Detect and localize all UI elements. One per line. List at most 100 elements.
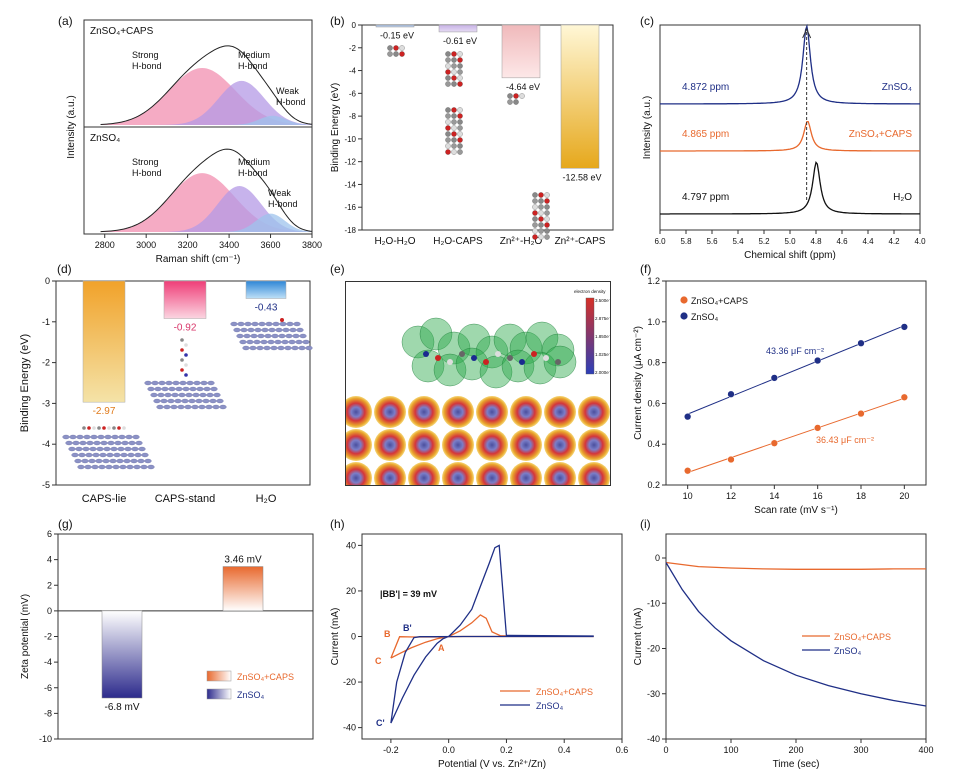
y-tick-label: -40 — [343, 723, 356, 733]
series-name-label: ZnSO₄+CAPS — [849, 129, 913, 140]
capacitance-frame — [665, 280, 927, 486]
data-point — [770, 439, 778, 447]
cv-point-label: B — [384, 629, 391, 639]
density-isosurface-blob — [433, 353, 467, 387]
raman-envelope-1 — [100, 45, 313, 125]
zn-slab-atom — [285, 333, 293, 339]
y-axis-label: Current (mA) — [633, 608, 644, 666]
zn-slab-atom — [254, 327, 262, 333]
molecule-atom — [538, 222, 544, 228]
panel-label-b: (b) — [330, 14, 345, 28]
x-tick-label: 3400 — [219, 240, 239, 250]
raman-peak-2-1 — [100, 173, 312, 232]
bar-value-label: -6.8 mV — [104, 702, 139, 713]
fit-line-2 — [687, 325, 905, 415]
zn-slab-atom — [111, 434, 119, 440]
legend-swatch-2 — [206, 688, 232, 700]
bar-value-label: -2.97 — [93, 406, 116, 417]
x-tick-label: 16 — [813, 491, 823, 501]
zn-slab-atom — [104, 434, 112, 440]
y-tick-label: 0 — [47, 606, 52, 616]
panel-label-h: (h) — [330, 517, 345, 531]
zn-slab-atom — [282, 327, 290, 333]
zn-slab-atom — [156, 404, 164, 410]
molecule-atom — [538, 228, 544, 234]
zn-surface-atom — [408, 396, 440, 428]
data-point — [727, 390, 735, 398]
zn-slab-atom — [175, 386, 183, 392]
panel-label-c: (c) — [640, 14, 654, 28]
zn-slab-atom — [138, 446, 146, 452]
cv-point-label: A — [438, 643, 445, 653]
molecule-atom — [532, 234, 538, 240]
y-tick-label: -8 — [349, 112, 357, 121]
zn-slab-atom — [65, 440, 73, 446]
fit-line-1 — [687, 397, 905, 473]
colorbar-tick-label: 3.500e⁻³ — [595, 298, 610, 303]
molecule-atom — [180, 338, 184, 342]
molecule-atom — [82, 426, 86, 430]
y-tick-label: 0 — [655, 553, 660, 563]
colorbar-tick-label: 1.025e⁻³ — [595, 352, 610, 357]
legend-marker-2 — [680, 312, 688, 320]
molecule-atom — [445, 137, 451, 143]
zn-slab-atom — [257, 333, 265, 339]
molecule-atom — [457, 57, 463, 63]
raman-annotation: H-bond — [238, 61, 268, 71]
x-tick-label: 5.2 — [758, 237, 770, 246]
zn-slab-atom — [118, 434, 126, 440]
zn-surface-atom — [510, 462, 542, 485]
x-tick-label: 0.6 — [616, 745, 629, 755]
molecule-atom — [544, 234, 550, 240]
y-tick-label: 0.8 — [647, 358, 660, 368]
zn-slab-atom — [207, 380, 215, 386]
zn-slab-atom — [265, 321, 273, 327]
zn-surface-atom — [476, 396, 508, 428]
molecule-atom — [457, 75, 463, 81]
panel-label-e: (e) — [330, 262, 345, 276]
zn-slab-atom — [92, 452, 100, 458]
y-tick-label: -20 — [343, 677, 356, 687]
y-axis-label: Binding Energy (eV) — [330, 83, 341, 173]
molecule-atom — [399, 51, 405, 57]
molecule-atom — [483, 359, 489, 365]
zn-slab-atom — [178, 392, 186, 398]
zn-slab-atom — [89, 446, 97, 452]
molecule-atom — [445, 125, 451, 131]
x-tick-label: 12 — [726, 491, 736, 501]
zn-surface-atom — [374, 396, 406, 428]
y-tick-label: -4 — [44, 657, 52, 667]
zn-slab-atom — [99, 452, 107, 458]
x-tick-label: 200 — [788, 745, 803, 755]
y-tick-label: -2 — [42, 358, 50, 368]
zn-slab-atom — [144, 380, 152, 386]
ca-series-2 — [665, 562, 927, 707]
series-name-label: H₂O — [893, 192, 912, 203]
zn-slab-atom — [271, 333, 279, 339]
zn-slab-atom — [165, 380, 173, 386]
x-axis-label: Chemical shift (ppm) — [744, 250, 836, 261]
electron-density-svg: electron density 3.500e⁻³ 2.875e⁻³ 1.850e⁻³… — [346, 289, 610, 485]
zn-slab-atom — [128, 440, 136, 446]
x-tick-label: 20 — [899, 491, 909, 501]
zn-slab-atom — [170, 404, 178, 410]
y-tick-label: -14 — [344, 180, 356, 189]
molecule-atom — [538, 204, 544, 210]
x-tick-label: 300 — [853, 745, 868, 755]
molecule-atom — [543, 355, 549, 361]
molecule-atom — [532, 204, 538, 210]
legend-swatch-1 — [206, 670, 232, 682]
zn-slab-atom — [263, 345, 271, 351]
zn-slab-atom — [281, 339, 289, 345]
molecule-atom — [117, 426, 121, 430]
zn-slab-atom — [90, 434, 98, 440]
zn-slab-atom — [277, 345, 285, 351]
zn-slab-atom — [132, 434, 140, 440]
y-tick-label: -20 — [647, 644, 660, 654]
data-point — [814, 356, 822, 365]
raman-sample-label-1: ZnSO₄+CAPS — [90, 26, 154, 37]
molecule-atom — [102, 426, 106, 430]
zn-slab-atom — [140, 464, 148, 470]
molecule-atom — [445, 57, 451, 63]
